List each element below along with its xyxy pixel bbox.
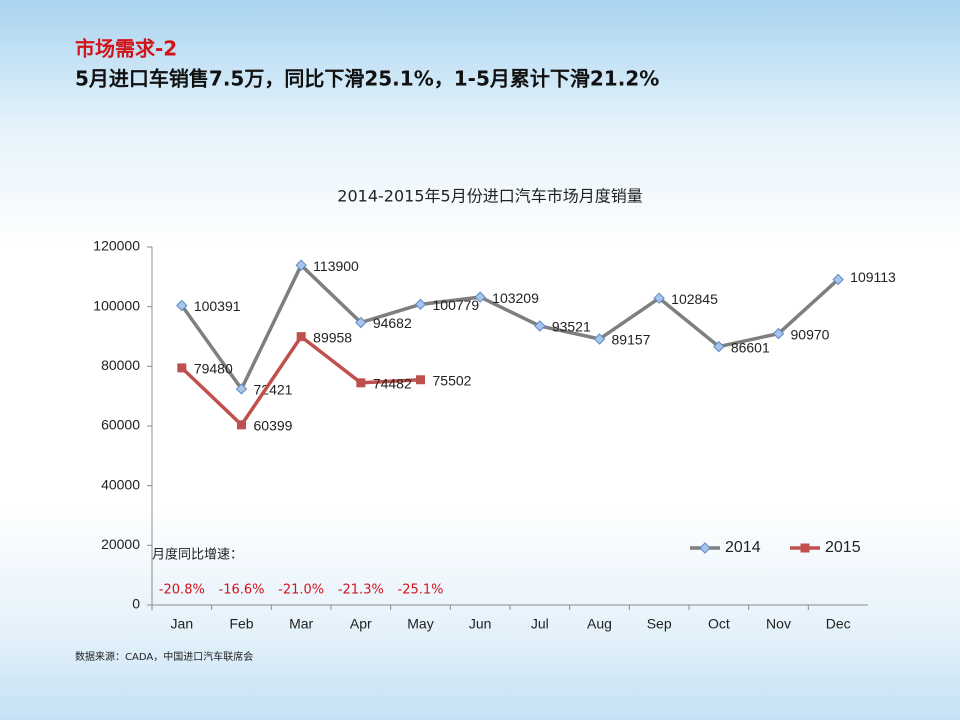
data-label: 79480 (194, 361, 233, 377)
y-tick-label: 80000 (101, 357, 140, 373)
x-tick-label: Aug (587, 616, 612, 632)
data-label: 109113 (850, 269, 896, 285)
point (534, 320, 546, 332)
point (176, 299, 188, 312)
data-label: 89157 (612, 332, 651, 348)
growth-label: -25.1% (398, 583, 444, 598)
legend-label: 2015 (825, 539, 861, 556)
y-tick-label: 20000 (101, 536, 140, 552)
point (653, 292, 665, 304)
y-tick-label: 0 (132, 596, 140, 612)
x-tick-label: Apr (350, 616, 372, 632)
legend-marker (699, 542, 711, 554)
data-label: 60399 (254, 418, 293, 434)
x-tick-label: Jul (531, 616, 549, 632)
slide-title: 市场需求-2 (75, 37, 177, 61)
point (416, 375, 425, 385)
data-label: 93521 (552, 319, 591, 335)
chart-title: 2014-2015年5月份进口汽车市场月度销量 (337, 187, 642, 206)
y-tick-label: 120000 (93, 238, 140, 254)
growth-label: -20.8% (159, 583, 205, 598)
point (414, 298, 427, 311)
data-label: 75502 (433, 372, 472, 388)
x-tick-label: Sep (647, 616, 672, 632)
x-tick-label: Mar (289, 616, 313, 632)
data-label: 100391 (194, 298, 241, 314)
growth-label: -21.0% (278, 583, 324, 598)
y-tick-label: 40000 (101, 476, 140, 492)
point (295, 259, 307, 271)
x-tick-label: May (407, 616, 433, 632)
data-label: 72421 (254, 382, 293, 398)
x-tick-label: Jan (171, 616, 194, 632)
data-label: 94682 (373, 315, 412, 331)
data-label: 74482 (373, 375, 412, 391)
growth-label: -16.6% (219, 583, 265, 598)
point (237, 420, 246, 430)
growth-label: -21.3% (338, 583, 384, 598)
x-tick-label: Nov (766, 616, 791, 632)
point (713, 340, 725, 353)
y-tick-label: 100000 (93, 297, 140, 313)
data-label: 113900 (313, 258, 359, 274)
point (235, 383, 248, 395)
series-line (180, 262, 840, 393)
point (474, 291, 486, 303)
x-tick-label: Jun (469, 616, 492, 632)
data-label: 100779 (433, 297, 480, 313)
legend-label: 2014 (725, 539, 761, 556)
legend-marker (800, 543, 810, 553)
slide-subtitle: 5月进口车销售7.5万，同比下滑25.1%，1-5月累计下滑21.2% (75, 67, 659, 91)
point (832, 273, 844, 286)
point (355, 316, 367, 329)
point (772, 327, 785, 340)
data-label: 89958 (313, 329, 352, 345)
y-tick-label: 60000 (101, 417, 140, 433)
x-tick-label: Dec (826, 616, 851, 632)
x-tick-label: Oct (708, 616, 730, 632)
point (177, 363, 187, 373)
point (356, 378, 366, 388)
growth-title: 月度同比增速： (152, 547, 243, 563)
data-label: 102845 (671, 291, 718, 307)
source: 数据来源：CADA，中国进口汽车联席会 (75, 650, 253, 663)
data-label: 103209 (492, 290, 539, 306)
x-tick-label: Feb (229, 616, 253, 632)
data-label: 90970 (791, 326, 830, 342)
point (593, 333, 606, 345)
data-label: 86601 (731, 339, 770, 355)
point (296, 332, 306, 342)
